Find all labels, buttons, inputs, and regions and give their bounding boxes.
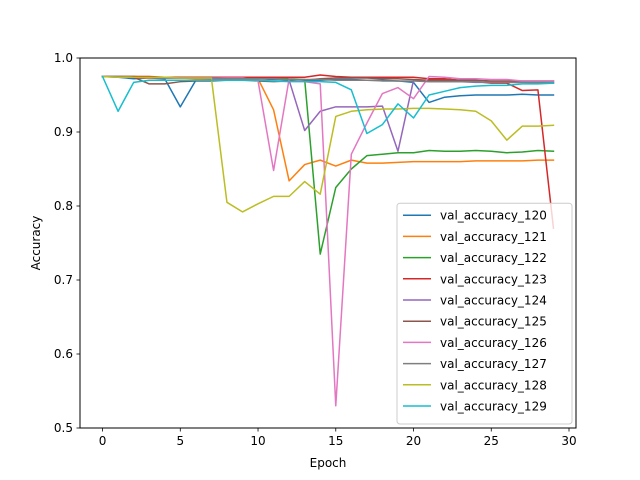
y-tick-label: 0.9 [54,125,73,139]
x-tick-label: 5 [176,434,184,448]
x-tick-label: 10 [250,434,265,448]
x-axis-label: Epoch [310,456,347,470]
x-tick-label: 0 [99,434,107,448]
y-axis-label: Accuracy [29,216,43,271]
y-tick-label: 0.6 [54,347,73,361]
x-axis-ticks: 0 5 10 15 20 25 30 [99,428,577,448]
legend-label: val_accuracy_129 [440,400,547,414]
x-tick-label: 25 [484,434,499,448]
series-line-val-accuracy-129 [101,75,555,135]
legend-box [396,202,573,425]
y-axis-ticks: 0.5 0.6 0.7 0.8 0.9 1.0 [54,51,80,435]
plot-frame [79,57,577,429]
legend-label: val_accuracy_128 [440,378,547,392]
legend: val_accuracy_120 val_accuracy_121 val_accu… [396,202,573,425]
y-tick-label: 0.7 [54,273,73,287]
legend-label: val_accuracy_123 [440,272,547,286]
plot-lines [101,74,555,407]
y-tick-label: 0.8 [54,199,73,213]
legend-label: val_accuracy_125 [440,315,547,329]
y-tick-label: 1.0 [54,51,73,65]
legend-label: val_accuracy_122 [440,251,547,265]
series-line-val-accuracy-125 [101,75,555,85]
series-line-val-accuracy-128 [101,75,555,213]
legend-label: val_accuracy_126 [440,336,547,350]
x-tick-label: 15 [328,434,343,448]
legend-label: val_accuracy_121 [440,230,547,244]
legend-label: val_accuracy_120 [440,209,547,223]
x-tick-label: 30 [561,434,576,448]
legend-label: val_accuracy_124 [440,294,547,308]
x-tick-label: 20 [406,434,421,448]
y-tick-label: 0.5 [54,421,73,435]
legend-label: val_accuracy_127 [440,357,547,371]
